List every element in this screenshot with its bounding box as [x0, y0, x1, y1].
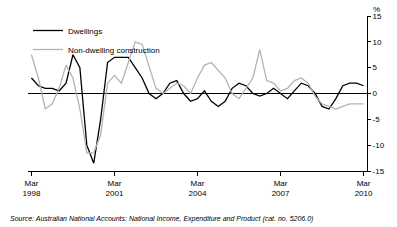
svg-text:Mar2007: Mar2007: [272, 179, 290, 198]
svg-text:10: 10: [373, 38, 382, 47]
svg-text:Mar2004: Mar2004: [189, 179, 207, 198]
svg-text:5: 5: [373, 63, 378, 72]
svg-text:-10: -10: [373, 141, 385, 150]
svg-text:15: 15: [373, 12, 382, 21]
svg-text:%: %: [373, 5, 380, 14]
svg-text:Mar2001: Mar2001: [106, 179, 124, 198]
svg-text:Mar1998: Mar1998: [23, 179, 41, 198]
svg-text:0: 0: [373, 89, 378, 98]
svg-text:Mar2010: Mar2010: [355, 179, 373, 198]
svg-text:-5: -5: [373, 115, 381, 124]
svg-text:Non-dwelling construction: Non-dwelling construction: [68, 46, 160, 55]
svg-text:Dwellings: Dwellings: [68, 27, 102, 36]
svg-text:-15: -15: [373, 167, 385, 176]
svg-text:Source: Australian National Ac: Source: Australian National Accounts: Na…: [10, 215, 313, 223]
